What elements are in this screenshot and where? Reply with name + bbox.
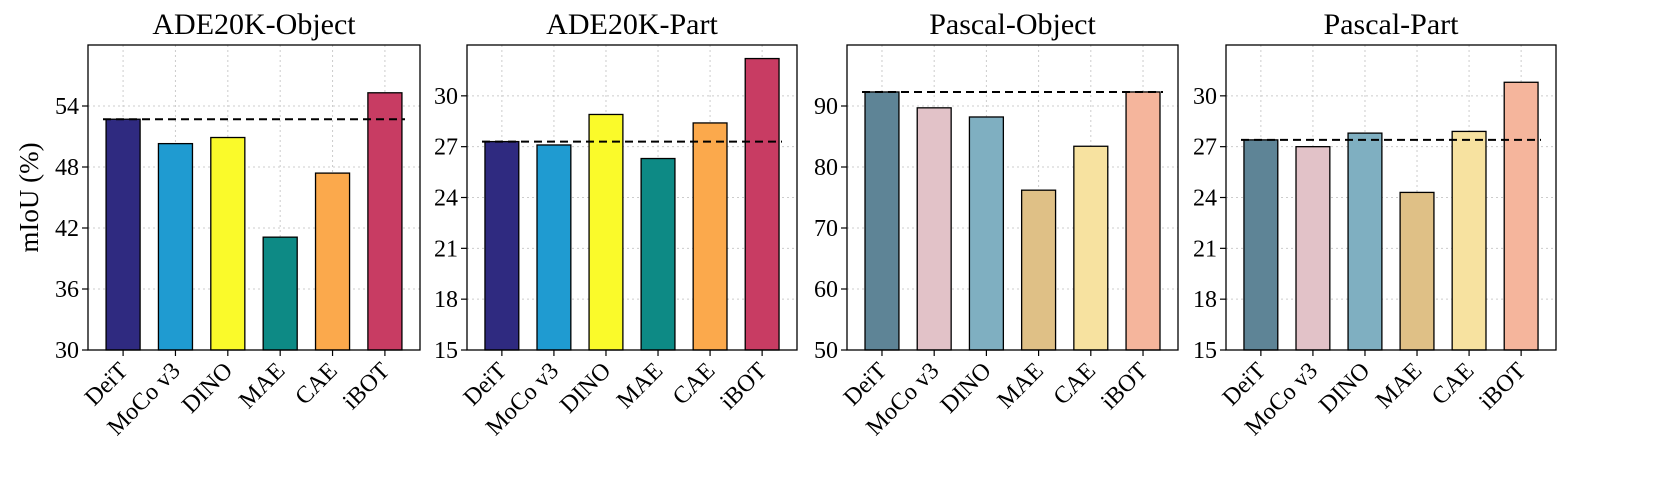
x-tick-label: iBOT [1096,358,1153,415]
y-tick-label: 90 [814,94,838,120]
bar [314,172,351,351]
plot-frame [846,44,1179,351]
y-tick-label: 48 [55,155,79,181]
x-tick-label: CAE [668,358,720,410]
bar [210,136,246,351]
bar [916,107,952,351]
y-tick-label: 54 [55,94,79,120]
bar [484,140,520,351]
y-tick-label: 70 [814,216,838,242]
plot-frame [87,44,421,351]
x-tick-label: iBOT [338,358,395,415]
y-tick-label: 21 [434,236,458,262]
x-tick-label: MAE [993,358,1049,414]
bar [1020,189,1057,351]
y-tick-label: 50 [814,338,838,364]
y-tick-label: 80 [814,155,838,181]
y-tick-label: 27 [434,135,458,161]
y-tick-label: 24 [434,186,458,212]
plot-frame [466,44,798,351]
chart-title: Pascal-Object [929,8,1096,41]
y-tick-label: 15 [434,338,458,364]
bar [1125,91,1161,351]
bar [1503,81,1539,351]
x-tick-label: DINO [555,358,616,419]
y-tick-label: 18 [1193,287,1217,313]
x-tick-label: iBOT [1474,358,1531,415]
chart-title: ADE20K-Part [546,8,718,41]
y-tick-label: 30 [1193,84,1217,110]
chart-title: ADE20K-Object [152,8,356,41]
y-tick-label: 18 [434,287,458,313]
bar [1295,146,1331,351]
bar [157,142,194,351]
bar [1347,132,1383,351]
chart-title: Pascal-Part [1324,8,1460,41]
x-tick-label: iBOT [715,358,772,415]
bar [367,92,403,351]
bar [1451,130,1487,351]
y-tick-label: 42 [55,216,79,242]
y-tick-label: 30 [434,84,458,110]
bar [692,122,728,351]
y-axis-label: mIoU (%) [14,142,44,252]
plot-frame [1225,44,1557,351]
bar [262,236,298,351]
x-tick-label: CAE [1427,358,1479,410]
x-tick-label: CAE [290,358,342,410]
bar [105,118,141,351]
bar [864,91,900,351]
bar [1399,191,1435,351]
y-tick-label: 21 [1193,236,1217,262]
y-tick-label: 24 [1193,186,1217,212]
bar [536,144,572,351]
y-tick-label: 27 [1193,135,1217,161]
y-tick-label: 60 [814,277,838,303]
y-tick-label: 30 [55,338,79,364]
bar [744,57,780,351]
x-tick-label: DINO [177,358,238,419]
bar [588,113,624,351]
y-tick-label: 36 [55,277,79,303]
x-tick-label: MAE [612,358,668,414]
x-tick-label: MAE [1371,358,1427,414]
bar [968,116,1005,351]
bar [1243,139,1279,351]
x-tick-label: CAE [1049,358,1101,410]
bar [1073,145,1109,351]
bar [640,157,676,351]
y-tick-label: 15 [1193,338,1217,364]
x-tick-label: DINO [936,358,997,419]
x-tick-label: MAE [234,358,290,414]
x-tick-label: DINO [1314,358,1375,419]
